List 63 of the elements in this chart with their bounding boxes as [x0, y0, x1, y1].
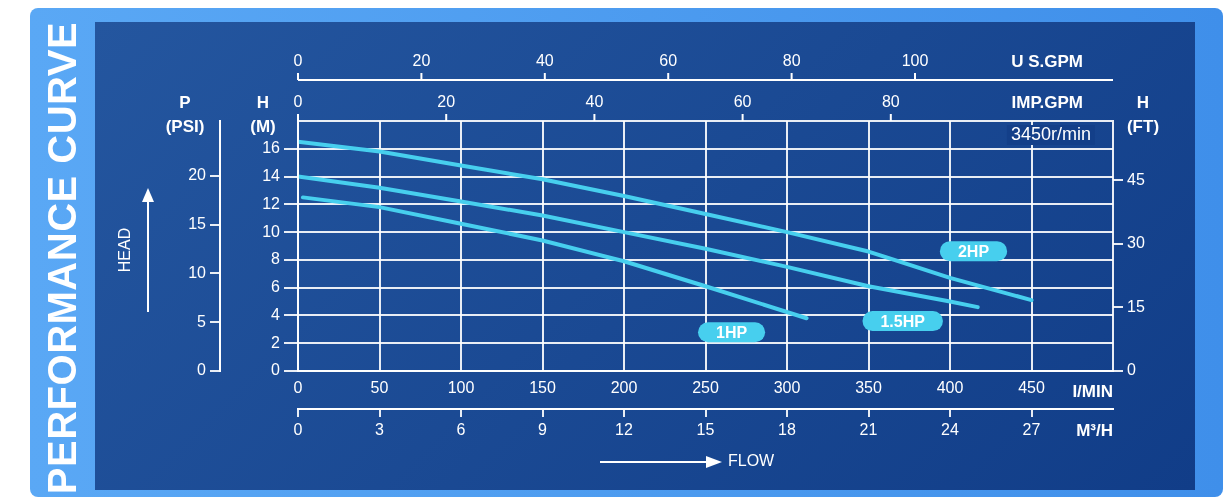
text: 0 — [293, 93, 303, 111]
x2-tick-label: 3 — [375, 421, 385, 439]
x-tick-label: 50 — [370, 379, 389, 397]
y-tick-label: 0 — [271, 361, 281, 379]
series-label: 2HP — [957, 242, 990, 260]
annotation: 3450r/min — [1010, 123, 1091, 144]
y-axis-title: H (M) — [250, 92, 276, 136]
y3-tick-label: 30 — [1127, 234, 1145, 252]
text: FLOW — [728, 452, 775, 470]
text: 60 — [659, 52, 678, 70]
x-tick-label: 200 — [610, 379, 638, 397]
y2-tick-label: 5 — [197, 312, 207, 330]
y2-tick-label: 20 — [188, 166, 207, 184]
text: 0 — [293, 52, 303, 70]
y-tick-label: 8 — [271, 250, 281, 268]
text: 80 — [881, 93, 900, 111]
y3-tick-label: 15 — [1127, 297, 1145, 315]
x-axis-title: I/MIN — [1072, 381, 1113, 401]
x-tick-label: 250 — [692, 379, 719, 397]
x-tick-label: 400 — [936, 379, 964, 397]
x-tick-label: 100 — [447, 379, 475, 397]
text: 100 — [901, 52, 929, 70]
y2-axis-title: P (PSI) — [165, 92, 205, 136]
x-tick-label: 150 — [529, 379, 556, 397]
y2-tick-label: 0 — [197, 361, 207, 379]
y-tick-label: 14 — [262, 166, 281, 184]
y3-tick-label: 0 — [1127, 361, 1136, 379]
y2-tick-label: 15 — [188, 214, 207, 232]
y-tick-label: 12 — [262, 194, 281, 212]
y-tick-label: 2 — [271, 333, 281, 351]
series-label: 1.5HP — [880, 312, 926, 330]
y-tick-label: 16 — [262, 139, 281, 157]
x2-tick-label: 12 — [615, 421, 633, 439]
x-tick-label: 350 — [855, 379, 882, 397]
x2-tick-label: 6 — [456, 421, 466, 439]
text: IMP.GPM — [1011, 92, 1083, 112]
y3-axis-title: H (FT) — [1126, 92, 1160, 136]
text: 20 — [412, 52, 431, 70]
x2-tick-label: 24 — [941, 421, 959, 439]
x2-axis-title: M³/H — [1076, 420, 1113, 440]
y3-tick-label: 45 — [1127, 170, 1145, 188]
x-tick-label: 450 — [1018, 379, 1045, 397]
text: 40 — [535, 52, 554, 70]
text: 20 — [437, 93, 456, 111]
x2-tick-label: 18 — [778, 421, 796, 439]
x2-tick-label: 9 — [538, 421, 548, 439]
text: U S.GPM — [1011, 51, 1083, 71]
text: HEAD — [116, 227, 134, 273]
y-tick-label: 10 — [262, 222, 281, 240]
text: 40 — [585, 93, 604, 111]
x2-tick-label: 21 — [859, 421, 878, 439]
x2-tick-label: 27 — [1022, 421, 1041, 439]
text: 80 — [782, 52, 801, 70]
x2-tick-label: 15 — [696, 421, 715, 439]
x2-tick-label: 0 — [293, 421, 303, 439]
x-tick-label: 0 — [293, 379, 303, 397]
y-tick-label: 6 — [271, 278, 281, 296]
x-tick-label: 300 — [773, 379, 801, 397]
text: PERFORMANCE CURVE — [39, 21, 85, 495]
y-tick-label: 4 — [271, 305, 281, 323]
series-label: 1HP — [716, 323, 748, 341]
y2-tick-label: 10 — [188, 263, 207, 281]
text: 60 — [733, 93, 752, 111]
